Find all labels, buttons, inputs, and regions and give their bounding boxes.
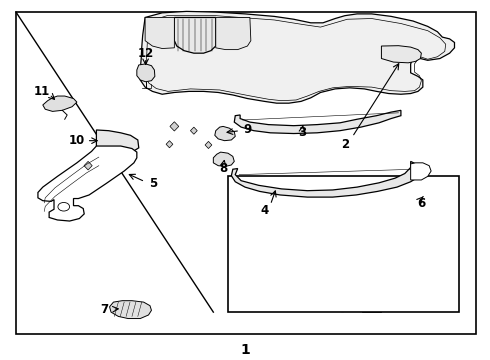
Ellipse shape	[239, 222, 251, 227]
Polygon shape	[174, 18, 216, 53]
Polygon shape	[216, 18, 251, 50]
Polygon shape	[215, 126, 235, 141]
Polygon shape	[411, 163, 431, 180]
Ellipse shape	[296, 305, 309, 310]
Bar	[362, 306, 381, 312]
Text: 11: 11	[33, 85, 49, 98]
Polygon shape	[393, 179, 457, 201]
Text: 3: 3	[298, 126, 307, 139]
Ellipse shape	[234, 214, 246, 219]
Text: 4: 4	[260, 204, 269, 217]
Polygon shape	[231, 161, 421, 197]
Circle shape	[58, 202, 70, 211]
Text: 12: 12	[138, 47, 154, 60]
Polygon shape	[170, 122, 179, 131]
Bar	[228, 176, 460, 312]
Text: 7: 7	[100, 303, 109, 316]
Text: 2: 2	[341, 138, 349, 151]
Polygon shape	[205, 141, 212, 149]
Ellipse shape	[355, 307, 367, 312]
Polygon shape	[347, 184, 391, 188]
Text: 5: 5	[149, 177, 157, 190]
Polygon shape	[145, 18, 174, 49]
Polygon shape	[213, 152, 234, 166]
Polygon shape	[38, 146, 137, 221]
Polygon shape	[381, 46, 421, 63]
Text: 9: 9	[244, 123, 251, 136]
Polygon shape	[110, 301, 151, 319]
Text: 10: 10	[69, 134, 85, 147]
Text: 6: 6	[417, 197, 425, 210]
Polygon shape	[84, 161, 92, 170]
Text: 8: 8	[220, 162, 228, 175]
Polygon shape	[191, 127, 197, 134]
Text: 1: 1	[240, 343, 250, 357]
Polygon shape	[97, 130, 139, 153]
Polygon shape	[43, 96, 77, 111]
Ellipse shape	[336, 307, 348, 312]
Polygon shape	[166, 141, 173, 148]
Polygon shape	[234, 110, 401, 134]
Polygon shape	[137, 64, 155, 82]
Polygon shape	[140, 12, 455, 103]
